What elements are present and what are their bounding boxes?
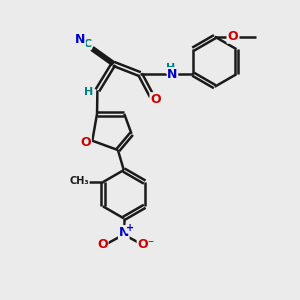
Text: O: O — [97, 238, 108, 251]
Text: N: N — [75, 33, 85, 46]
Text: O⁻: O⁻ — [137, 238, 154, 251]
Text: +: + — [126, 223, 134, 233]
Text: N: N — [118, 226, 129, 239]
Text: C: C — [84, 39, 92, 49]
Text: H: H — [167, 63, 176, 73]
Text: CH₃: CH₃ — [70, 176, 89, 186]
Text: N: N — [167, 68, 178, 81]
Text: O: O — [227, 30, 238, 43]
Text: O: O — [80, 136, 91, 149]
Text: O: O — [150, 93, 161, 106]
Text: H: H — [84, 87, 93, 97]
